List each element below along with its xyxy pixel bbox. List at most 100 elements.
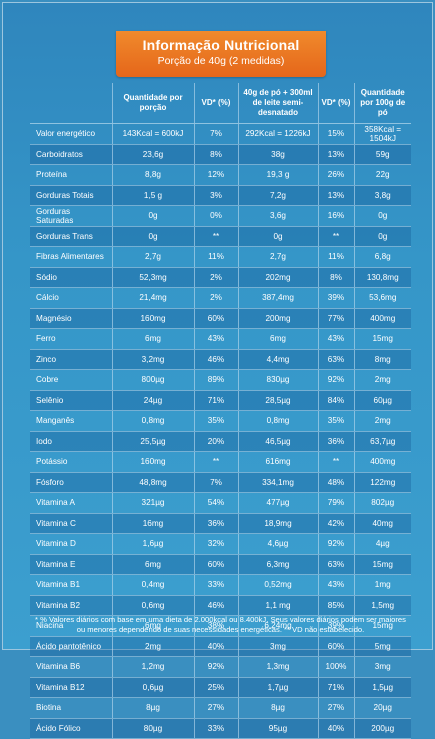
amount-per-serving: 0g [111, 205, 194, 227]
amount-with-milk: 95µg [237, 718, 318, 739]
nutrient-name: Ferro [30, 328, 112, 350]
table-row: Vitamina E 6mg 60% 6,3mg 63% 15mg [30, 554, 411, 575]
amount-per-100g: 22g [353, 164, 411, 186]
amount-with-milk: 18,9mg [237, 513, 318, 534]
table-row: Cálcio 21,4mg 2% 387,4mg 39% 53,6mg [30, 287, 411, 309]
dv-with-milk: 36% [317, 431, 354, 452]
amount-with-milk: 3mg [237, 636, 318, 657]
dv-per-serving: 33% [193, 574, 238, 596]
dv-with-milk: 43% [317, 328, 354, 350]
amount-per-100g: 400mg [353, 451, 411, 473]
dv-with-milk: 26% [317, 164, 354, 186]
amount-with-milk: 4,4mg [237, 349, 318, 370]
dv-with-milk: 48% [317, 472, 354, 493]
dv-with-milk: 77% [317, 308, 354, 329]
dv-per-serving: 32% [193, 533, 238, 555]
table-row: Biotina 8µg 27% 8µg 27% 20µg [30, 697, 411, 719]
amount-per-100g: 2mg [353, 410, 411, 432]
table-row: Vitamina B2 0,6mg 46% 1,1 mg 85% 1,5mg [30, 595, 411, 616]
table-row: Potássio 160mg ** 616mg ** 400mg [30, 451, 411, 473]
dv-with-milk: 71% [317, 677, 354, 698]
amount-per-serving: 0,4mg [111, 574, 194, 596]
amount-with-milk: 0,8mg [237, 410, 318, 432]
amount-per-100g: 200µg [353, 718, 411, 739]
amount-per-100g: 8mg [353, 349, 411, 370]
dv-per-serving: 92% [193, 656, 238, 678]
serving-size-subtitle: Porção de 40g (2 medidas) [157, 55, 285, 67]
amount-per-serving: 16mg [111, 513, 194, 534]
amount-per-serving: 0,6mg [111, 595, 194, 616]
table-row: Vitamina D 1,6µg 32% 4,6µg 92% 4µg [30, 533, 411, 555]
amount-with-milk: 38g [237, 144, 318, 165]
table-row: Vitamina B6 1,2mg 92% 1,3mg 100% 3mg [30, 656, 411, 678]
amount-with-milk: 1,3mg [237, 656, 318, 678]
dv-per-serving: ** [193, 226, 238, 247]
amount-per-serving: 80µg [111, 718, 194, 739]
dv-with-milk: 40% [317, 718, 354, 739]
nutrient-name: Gorduras Trans [30, 226, 112, 247]
column-header-dv-serving: VD* (%) [193, 83, 238, 124]
amount-per-100g: 0g [353, 226, 411, 247]
amount-per-100g: 1mg [353, 574, 411, 596]
amount-with-milk: 19,3 g [237, 164, 318, 186]
amount-per-serving: 160mg [111, 308, 194, 329]
dv-with-milk: 8% [317, 267, 354, 288]
dv-per-serving: 46% [193, 349, 238, 370]
nutrient-name: Niacina [30, 615, 112, 637]
nutrient-name: Valor energético [30, 123, 112, 145]
dv-with-milk: 39% [317, 615, 354, 637]
nutrient-name: Biotina [30, 697, 112, 719]
amount-per-serving: 1,6µg [111, 533, 194, 555]
amount-with-milk: 830µg [237, 369, 318, 391]
table-row: Proteína 8,8g 12% 19,3 g 26% 22g [30, 164, 411, 186]
amount-with-milk: 8µg [237, 697, 318, 719]
dv-with-milk: 27% [317, 697, 354, 719]
table-row: Vitamina A 321µg 54% 477µg 79% 802µg [30, 492, 411, 514]
dv-per-serving: 38% [193, 615, 238, 637]
amount-with-milk: 1,1 mg [237, 595, 318, 616]
dv-with-milk: 84% [317, 390, 354, 411]
amount-with-milk: 7,2g [237, 185, 318, 206]
amount-per-serving: 21,4mg [111, 287, 194, 309]
table-row: Vitamina B12 0,6µg 25% 1,7µg 71% 1,5µg [30, 677, 411, 698]
amount-per-100g: 802µg [353, 492, 411, 514]
column-header-per-serving: Quantidade por porção [111, 83, 194, 124]
amount-per-100g: 20µg [353, 697, 411, 719]
amount-with-milk: 477µg [237, 492, 318, 514]
amount-per-100g: 358Kcal = 1504kJ [353, 123, 411, 145]
nutrition-table-container: Quantidade por porção VD* (%) 40g de pó … [30, 83, 411, 739]
nutrient-name: Vitamina B2 [30, 595, 112, 616]
nutrient-name: Magnésio [30, 308, 112, 329]
table-row: Manganês 0,8mg 35% 0,8mg 35% 2mg [30, 410, 411, 432]
column-header-per-100g: Quantidade por 100g de pó [353, 83, 411, 124]
amount-per-100g: 15mg [353, 615, 411, 637]
amount-per-100g: 5mg [353, 636, 411, 657]
amount-with-milk: 2,7g [237, 246, 318, 268]
amount-with-milk: 616mg [237, 451, 318, 473]
nutrient-name: Sódio [30, 267, 112, 288]
dv-per-serving: 2% [193, 287, 238, 309]
dv-with-milk: 16% [317, 205, 354, 227]
amount-with-milk: 4,6µg [237, 533, 318, 555]
nutrition-title: Informação Nutricional [142, 37, 300, 53]
nutrient-name: Ácido Fólico [30, 718, 112, 739]
table-row: Niacina 6mg 38% 6,24mg 39% 15mg [30, 615, 411, 637]
table-row: Iodo 25,5µg 20% 46,5µg 36% 63,7µg [30, 431, 411, 452]
table-row: Valor energético 143Kcal = 600kJ 7% 292Kcal… [30, 123, 411, 145]
amount-per-100g: 63,7µg [353, 431, 411, 452]
nutrient-name: Vitamina E [30, 554, 112, 575]
nutrient-name: Manganês [30, 410, 112, 432]
amount-per-serving: 52,3mg [111, 267, 194, 288]
table-row: Vitamina B1 0,4mg 33% 0,52mg 43% 1mg [30, 574, 411, 596]
amount-per-serving: 2,7g [111, 246, 194, 268]
amount-with-milk: 6,24mg [237, 615, 318, 637]
nutrient-name: Gorduras Saturadas [30, 205, 112, 227]
nutrient-name: Potássio [30, 451, 112, 473]
amount-per-100g: 59g [353, 144, 411, 165]
amount-per-serving: 800µg [111, 369, 194, 391]
nutrient-name: Vitamina B6 [30, 656, 112, 678]
amount-per-serving: 6mg [111, 615, 194, 637]
dv-per-serving: 46% [193, 595, 238, 616]
amount-per-serving: 6mg [111, 328, 194, 350]
